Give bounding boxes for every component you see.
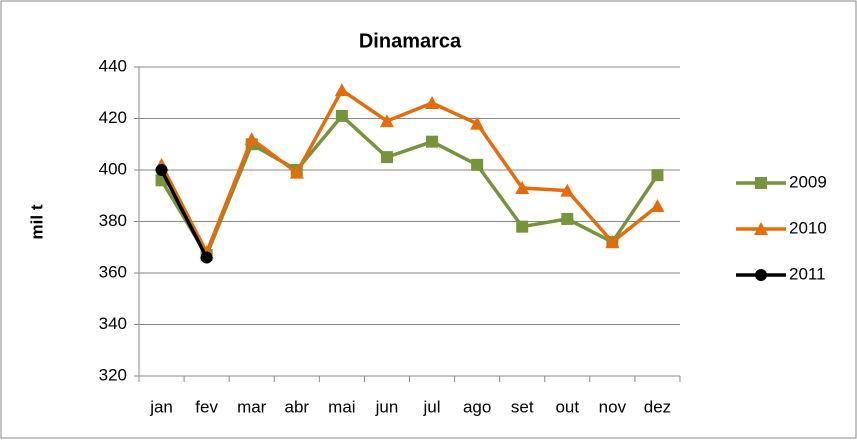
legend-marker [755,269,767,281]
y-tick-label: 340 [99,314,127,333]
point [471,158,484,171]
point [651,169,664,182]
y-axis-label: mil t [27,204,46,239]
x-tick-label: jun [375,397,399,416]
y-tick-label: 420 [99,108,127,127]
x-tick-label: mai [328,397,355,416]
point [560,183,575,197]
point [650,199,665,213]
x-tick-label: jan [149,397,173,416]
point [426,135,439,148]
legend-label: 2010 [789,218,827,237]
legend-marker [755,177,767,189]
point [155,164,168,176]
point [605,235,620,249]
point [516,220,529,233]
x-tick-label: ago [463,397,491,416]
x-tick-label: abr [285,397,310,416]
point [334,83,349,97]
y-tick-label: 440 [99,56,127,75]
chart-title: Dinamarca [359,30,462,52]
point [335,109,348,122]
point [425,96,440,110]
point [200,251,213,264]
legend-label: 2009 [789,172,827,191]
x-tick-label: out [555,397,579,416]
x-tick-label: fev [195,397,218,416]
point [380,151,393,164]
series-line [159,87,659,257]
point [379,114,394,128]
point [515,181,530,195]
legend-label: 2011 [789,264,826,283]
point [289,165,304,179]
point [561,212,574,225]
x-tick-label: dez [644,397,671,416]
y-tick-label: 320 [99,365,127,384]
legend-marker [754,222,768,235]
y-tick-label: 360 [99,262,127,281]
point [244,132,259,146]
x-tick-label: set [511,397,534,416]
y-tick-label: 380 [99,211,127,230]
y-tick-label: 400 [99,159,127,178]
x-tick-label: jul [423,397,441,416]
point [470,116,485,130]
x-tick-label: mar [237,397,267,416]
series-line [159,169,209,259]
x-tick-label: nov [599,397,627,416]
